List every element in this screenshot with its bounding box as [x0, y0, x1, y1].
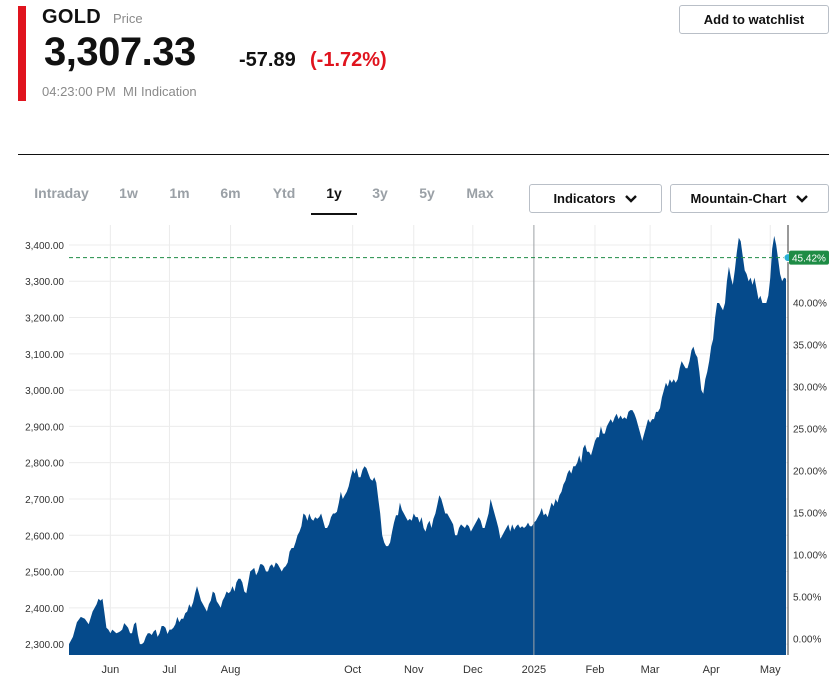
chevron-down-icon — [795, 194, 808, 203]
x-tick-label: Oct — [344, 664, 361, 676]
y-tick-label: 3,100.00 — [25, 350, 64, 361]
y2-tick-label: 40.00% — [793, 298, 827, 309]
y-tick-label: 3,200.00 — [25, 314, 64, 325]
tab-6m[interactable]: 6m — [220, 185, 241, 201]
x-tick-label: Feb — [585, 664, 604, 676]
x-tick-label: Dec — [463, 664, 483, 676]
y2-tick-label: 5.00% — [793, 592, 821, 603]
last-price: 3,307.33 — [44, 30, 196, 74]
y2-axis-labels: 0.00% 5.00% 10.00% 15.00% 20.00% 25.00% 30.00%… — [793, 298, 827, 645]
price-change-percent: (-1.72%) — [310, 49, 387, 71]
add-to-watchlist-button[interactable]: Add to watchlist — [679, 5, 829, 34]
y-axis-labels: 2,300.00 2,400.00 2,500.00 2,600.00 2,700.00… — [25, 241, 64, 651]
y-tick-label: 3,400.00 — [25, 241, 64, 252]
y-tick-label: 3,000.00 — [25, 386, 64, 397]
price-label: Price — [113, 11, 143, 26]
price-change: -57.89 — [239, 49, 296, 71]
tab-intraday[interactable]: Intraday — [34, 185, 89, 201]
symbol: GOLD — [42, 6, 101, 28]
y-tick-label: 2,400.00 — [25, 604, 64, 615]
price-area — [69, 235, 787, 655]
y-tick-label: 2,700.00 — [25, 495, 64, 506]
y2-tick-label: 15.00% — [793, 508, 827, 519]
current-badge-bg — [789, 250, 829, 265]
y2-tick-label: 20.00% — [793, 466, 827, 477]
tab-1w[interactable]: 1w — [119, 185, 138, 201]
tab-3y[interactable]: 3y — [372, 185, 388, 201]
chevron-down-icon — [624, 194, 637, 203]
y-tick-label: 2,900.00 — [25, 422, 64, 433]
price-chart[interactable]: 2,300.00 2,400.00 2,500.00 2,600.00 2,700.00… — [0, 224, 829, 679]
accent-bar — [18, 6, 26, 101]
chart-type-dropdown[interactable]: Mountain-Chart — [670, 184, 829, 213]
header-divider — [18, 154, 829, 155]
y2-tick-label: 0.00% — [793, 634, 821, 645]
indicators-dropdown[interactable]: Indicators — [529, 184, 662, 213]
tab-1m[interactable]: 1m — [169, 185, 190, 201]
chart-type-label: Mountain-Chart — [690, 191, 787, 206]
current-badge: 45.42% — [783, 250, 829, 265]
x-tick-label: Mar — [641, 664, 660, 676]
x-axis-labels: Jun Jul Aug Oct Nov Dec 2025 Feb Mar Apr May — [101, 664, 781, 676]
indication-label: MI Indication — [122, 84, 197, 99]
indicators-label: Indicators — [553, 191, 616, 206]
y-tick-label: 2,500.00 — [25, 568, 64, 579]
x-tick-label: May — [760, 664, 781, 676]
tab-1y[interactable]: 1y — [311, 175, 357, 215]
y-tick-label: 2,600.00 — [25, 531, 64, 542]
y2-tick-label: 35.00% — [793, 340, 827, 351]
y-tick-label: 2,300.00 — [25, 640, 64, 651]
tab-5y[interactable]: 5y — [419, 185, 435, 201]
y2-tick-label: 25.00% — [793, 424, 827, 435]
quote-time: 04:23:00 PM — [42, 84, 116, 99]
current-badge-label: 45.42% — [792, 254, 826, 265]
x-tick-label: Jun — [101, 664, 119, 676]
y2-tick-label: 30.00% — [793, 382, 827, 393]
y2-tick-label: 10.00% — [793, 550, 827, 561]
x-tick-label: Aug — [221, 664, 241, 676]
tab-ytd[interactable]: Ytd — [272, 185, 296, 201]
x-tick-label: Apr — [703, 664, 720, 676]
y-tick-label: 2,800.00 — [25, 459, 64, 470]
quote-time-line: 04:23:00 PM MI Indication — [42, 84, 197, 99]
x-tick-label: 2025 — [522, 664, 546, 676]
x-tick-label: Jul — [162, 664, 176, 676]
tab-max[interactable]: Max — [466, 185, 494, 201]
y-tick-label: 3,300.00 — [25, 277, 64, 288]
x-tick-label: Nov — [404, 664, 424, 676]
